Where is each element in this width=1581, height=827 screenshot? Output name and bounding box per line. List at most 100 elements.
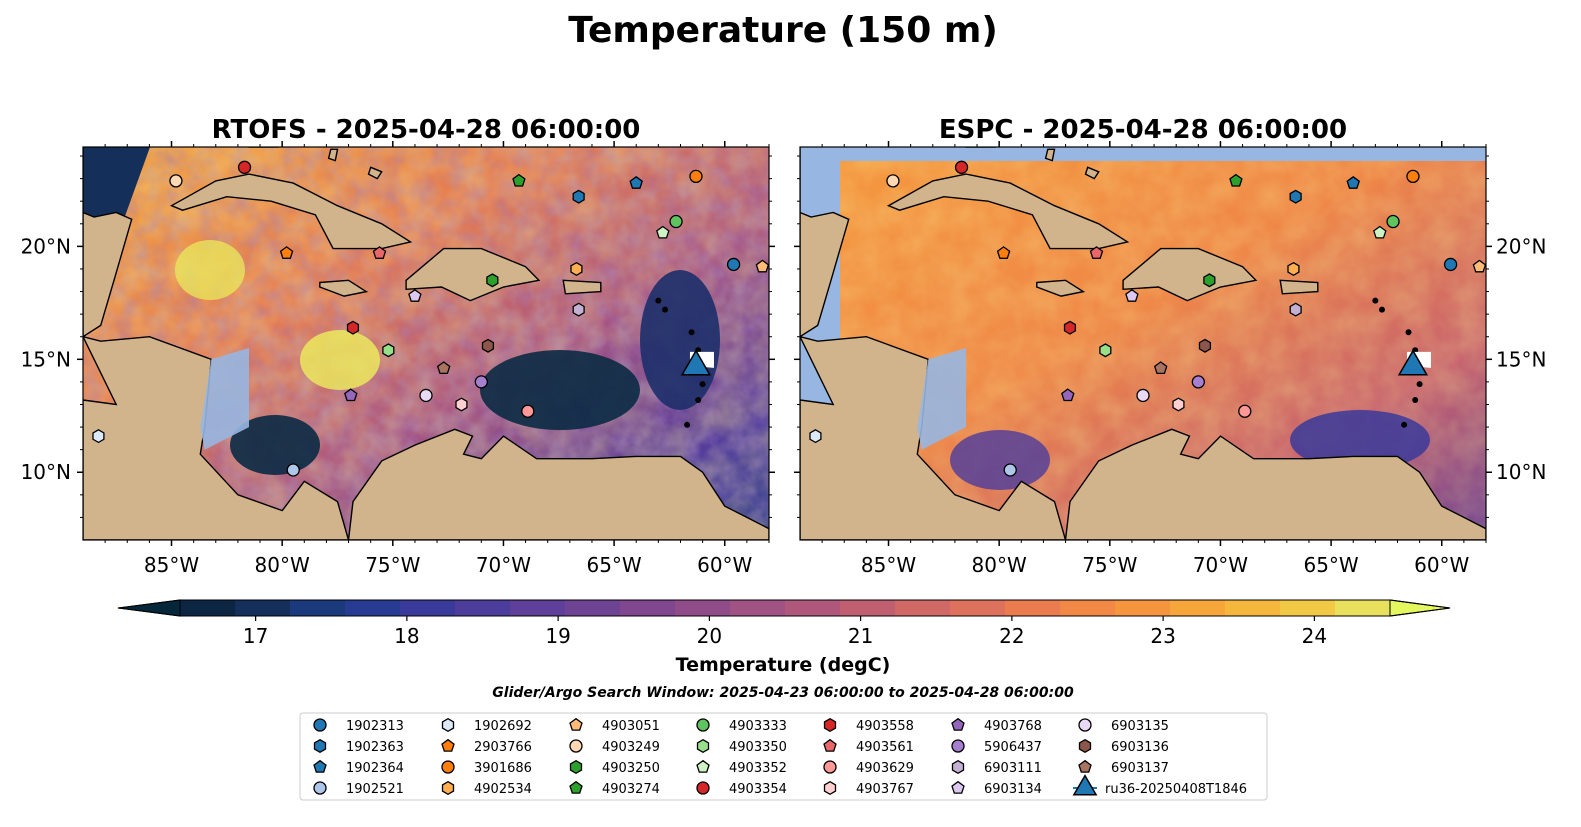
island	[1416, 381, 1423, 388]
lon-tick-label: 80°W	[972, 553, 1027, 577]
figure-title: Temperature (150 m)	[568, 10, 998, 51]
float-marker	[1099, 343, 1112, 358]
colorbar-segment	[455, 600, 511, 616]
legend-marker	[313, 738, 327, 754]
colorbar-label: Temperature (degC)	[676, 654, 891, 676]
legend-label: 2903766	[474, 740, 532, 755]
colorbar-tick-label: 19	[545, 624, 570, 648]
float-marker	[1472, 259, 1486, 273]
float-marker	[382, 343, 395, 358]
legend-label: 4902534	[474, 782, 532, 797]
float-marker	[92, 429, 105, 444]
map-axes: 85°W 80°W 75°W 70°W 65°W 60°W 20°N 15°N 10°N 85°W…	[21, 141, 1546, 577]
lat-tick-label: 20°N	[21, 234, 71, 258]
float-marker	[1198, 338, 1212, 353]
legend-label: 6903136	[1111, 740, 1169, 755]
float-marker	[346, 320, 360, 335]
legend-marker	[696, 718, 710, 732]
colorbar-segment	[1335, 600, 1391, 616]
colorbar-extend-high	[1389, 599, 1451, 617]
legend-label: 6903134	[984, 782, 1042, 797]
float-marker	[1443, 257, 1458, 272]
float-marker	[886, 174, 900, 188]
colorbar-segment	[840, 600, 896, 616]
colorbar-tick-label: 23	[1150, 624, 1175, 648]
legend: 1902313 1902363 1902364 1902521 1902692 29037…	[299, 712, 1268, 801]
float-marker	[1203, 273, 1216, 288]
float-marker	[1061, 388, 1075, 402]
land-polygon	[1122, 247, 1258, 302]
float-marker	[1287, 261, 1300, 277]
lon-tick-label: 60°W	[1414, 553, 1469, 577]
colorbar-segment	[1170, 600, 1226, 616]
island	[1401, 421, 1408, 428]
float-marker	[408, 289, 422, 302]
colorbar-tick-label: 22	[999, 624, 1024, 648]
legend-label: 6903111	[984, 761, 1042, 776]
island	[1405, 329, 1412, 336]
colorbar-segment	[1115, 600, 1171, 616]
land-polygon	[367, 166, 383, 180]
island	[661, 306, 668, 313]
colorbar-segment	[400, 600, 456, 616]
float-marker	[1289, 302, 1302, 317]
land-polygon	[1279, 279, 1319, 295]
colorbar-segment	[675, 600, 731, 616]
map-frame-espc	[799, 146, 1487, 541]
land-polygon	[1064, 428, 1486, 540]
float-marker	[521, 404, 535, 418]
float-marker	[486, 273, 499, 288]
float-marker	[344, 388, 358, 402]
map-rtofs	[83, 147, 769, 540]
float-marker	[570, 261, 583, 277]
float-marker	[726, 257, 741, 272]
lat-tick-label: 10°N	[1496, 460, 1546, 484]
land-polygon	[83, 147, 133, 338]
lon-tick-label: 75°W	[1082, 553, 1137, 577]
colorbar-extend-low	[117, 599, 181, 617]
legend-marker	[1078, 759, 1092, 773]
legend-marker	[441, 760, 455, 774]
float-marker	[237, 160, 252, 174]
float-marker	[1136, 388, 1150, 403]
float-marker	[954, 160, 969, 174]
legend-marker	[951, 717, 965, 731]
island	[655, 297, 662, 304]
float-marker	[809, 429, 822, 444]
float-marker	[286, 463, 300, 477]
float-marker	[1172, 397, 1185, 412]
legend-marker	[569, 780, 583, 794]
legend-marker	[696, 781, 710, 795]
legend-label: 1902313	[346, 719, 404, 734]
land-polygon	[800, 335, 1067, 540]
lon-tick-label: 70°W	[1193, 553, 1248, 577]
legend-label: 3901686	[474, 761, 532, 776]
colorbar-tick-label: 20	[697, 624, 722, 648]
legend-marker	[823, 738, 837, 752]
float-marker	[1386, 214, 1400, 229]
float-marker	[372, 246, 387, 259]
legend-marker	[696, 759, 710, 773]
legend-label: 4903558	[856, 719, 914, 734]
colorbar-segment	[510, 600, 566, 616]
float-marker	[169, 174, 183, 188]
legend-label: 4903767	[856, 782, 914, 797]
colorbar-segment	[785, 600, 841, 616]
float-marker	[1063, 320, 1077, 335]
legend-label: 4903629	[856, 761, 914, 776]
float-marker	[1191, 375, 1205, 389]
land-polygon	[347, 428, 769, 540]
island	[695, 396, 702, 403]
float-marker	[996, 246, 1011, 259]
legend-marker	[569, 759, 583, 775]
land-polygon	[1044, 148, 1056, 162]
legend-label: 5906437	[984, 740, 1042, 755]
colorbar-tick-label: 21	[848, 624, 873, 648]
legend-label: 4903561	[856, 740, 914, 755]
float-marker	[1406, 169, 1420, 184]
legend-marker	[1078, 738, 1092, 754]
legend-marker	[951, 739, 965, 753]
colorbar-segment	[290, 600, 346, 616]
legend-marker	[951, 780, 965, 794]
